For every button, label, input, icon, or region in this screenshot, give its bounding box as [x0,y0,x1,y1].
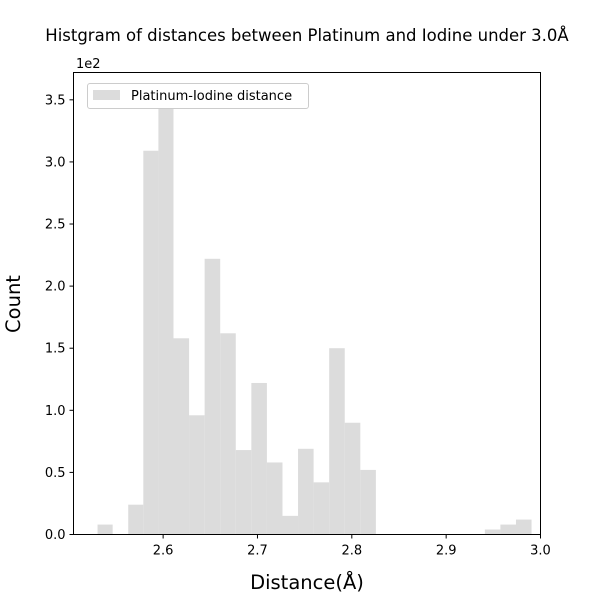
histogram-bar [515,519,532,535]
histogram-bars [97,99,532,535]
histogram-bar [128,504,144,535]
y-axis-label: Count [2,275,25,333]
histogram-bar [360,469,376,535]
x-axis-label: Distance(Å) [250,571,364,594]
legend: Platinum-Iodine distance [87,83,309,109]
histogram-bar [329,348,345,535]
y-axis-offset-label: 1e2 [76,57,101,72]
y-tick-label: 1.0 [45,404,66,419]
histogram-bar [484,529,501,535]
histogram-bar [235,450,252,535]
histogram-bar [173,338,190,535]
x-tick-label: 3.0 [530,544,551,559]
y-tick-label: 3.5 [45,93,66,108]
x-tick-label: 2.8 [341,544,362,559]
legend-box [87,83,309,109]
histogram-bar [143,150,159,535]
y-axis-ticks: 0.0 0.5 1.0 1.5 2.0 2.5 3.0 3.5 [45,93,74,543]
y-tick-label: 3.0 [45,155,66,170]
y-tick-label: 0.0 [45,528,66,543]
y-tick-label: 2.0 [45,280,66,295]
y-tick-label: 2.5 [45,218,66,233]
histogram-bar [313,482,330,535]
histogram-bar [97,524,113,535]
x-tick-label: 2.6 [153,544,174,559]
legend-label: Platinum-Iodine distance [131,89,292,104]
histogram-bar [158,99,174,535]
histogram-bar [282,515,299,535]
x-tick-label: 2.7 [247,544,268,559]
histogram-bar [220,333,236,535]
y-tick-label: 0.5 [45,466,66,481]
histogram-bar [344,422,361,535]
chart-title: Histgram of distances between Platinum a… [45,26,569,45]
histogram-bar [266,462,283,535]
histogram-bar [298,448,314,535]
legend-swatch [93,90,120,100]
histogram-bar [204,258,221,535]
histogram-bar [189,415,205,535]
histogram-bar [251,382,267,535]
x-tick-label: 2.9 [436,544,457,559]
histogram-bar [500,524,516,535]
y-tick-label: 1.5 [45,342,66,357]
plot-area-frame [73,72,541,535]
x-axis-ticks: 2.6 2.7 2.8 2.9 3.0 [153,534,551,559]
